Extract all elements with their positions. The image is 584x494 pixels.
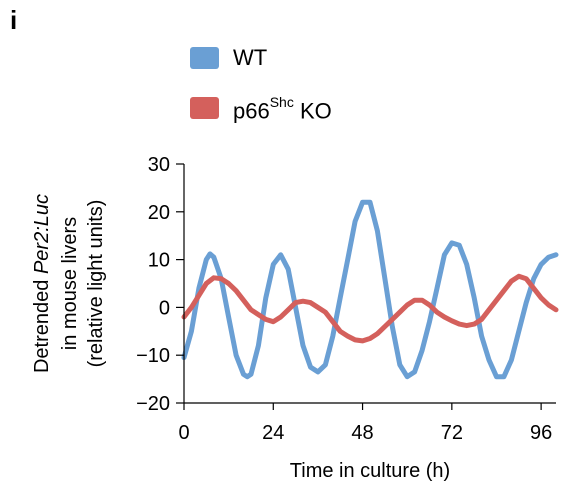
panel-letter: i [10,5,18,35]
x-tick-label: 72 [441,422,463,444]
x-axis-title: Time in culture (h) [290,460,450,482]
series-line-1 [181,273,559,344]
y-tick-label: −20 [136,393,170,415]
legend-label-wt: WT [233,45,268,70]
y-tick-label: 0 [159,297,170,319]
x-tick-label: 24 [262,422,284,444]
legend-label-ko: p66Shc KO [233,94,332,122]
legend-item-ko: p66Shc KO [190,94,332,122]
x-tick-label: 0 [178,422,189,444]
legend-swatch-ko [190,97,219,120]
legend-label-ko-tail: KO [293,98,332,124]
legend-item-wt: WT [190,47,267,69]
y-tick-label: 30 [148,154,170,176]
legend-label-ko-base: p66 [233,98,270,124]
y-tick-label: 20 [148,202,170,224]
y-axis-title-line-1: Detrended Per2:Luc [31,194,53,373]
series-line-0 [181,199,559,380]
y-tick-label: −10 [136,345,170,367]
y-axis-title-line-3: (relative light units) [85,200,107,368]
x-tick-label: 96 [530,422,552,444]
legend-swatch-wt [190,47,219,69]
y-axis-title-line-2: in mouse livers [59,217,81,350]
y-tick-label: 10 [148,250,170,272]
x-tick-label: 48 [351,422,373,444]
legend-label-ko-sup: Shc [269,94,294,110]
